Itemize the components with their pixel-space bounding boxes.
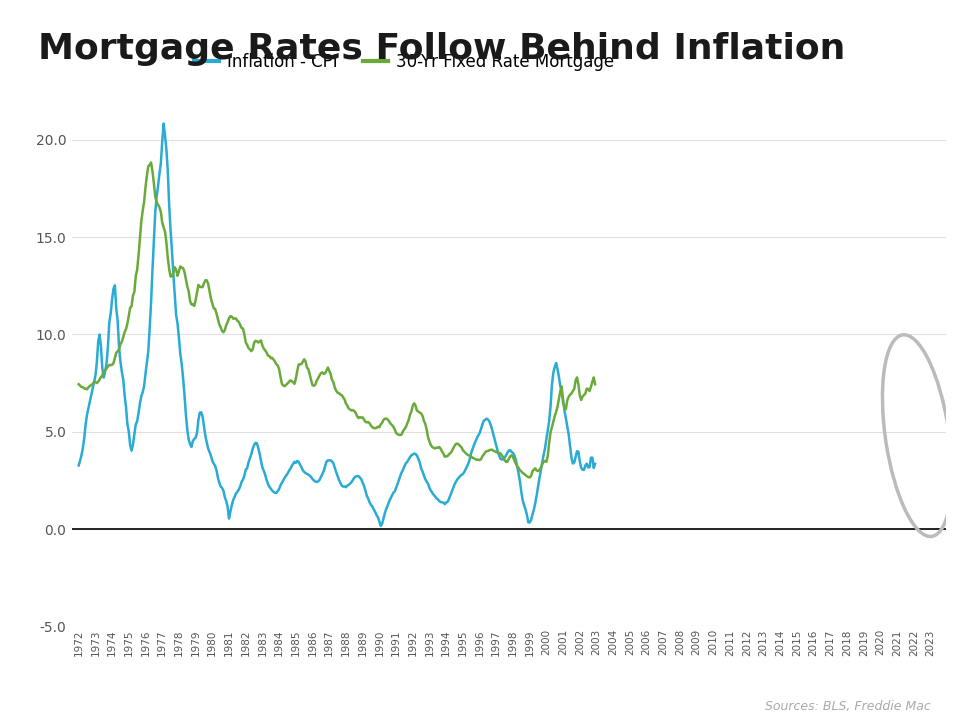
30-Yr Fixed Rate Mortgage: [524, 473, 536, 482]
30-Yr Fixed Rate Mortgage: [159, 227, 171, 235]
Inflation - CPI: [159, 131, 171, 140]
Inflation - CPI: [157, 120, 169, 128]
Inflation - CPI: [73, 461, 84, 469]
Inflation - CPI: [581, 459, 592, 468]
Inflation - CPI: [454, 472, 466, 480]
30-Yr Fixed Rate Mortgage: [73, 380, 84, 389]
30-Yr Fixed Rate Mortgage: [453, 440, 465, 449]
30-Yr Fixed Rate Mortgage: [581, 384, 592, 393]
Inflation - CPI: [138, 382, 150, 390]
30-Yr Fixed Rate Mortgage: [249, 338, 260, 347]
30-Yr Fixed Rate Mortgage: [337, 393, 348, 402]
Text: Sources: BLS, Freddie Mac: Sources: BLS, Freddie Mac: [765, 700, 931, 713]
Line: Inflation - CPI: Inflation - CPI: [79, 124, 595, 526]
30-Yr Fixed Rate Mortgage: [589, 380, 601, 389]
Inflation - CPI: [375, 521, 387, 530]
Inflation - CPI: [337, 482, 348, 491]
Line: 30-Yr Fixed Rate Mortgage: 30-Yr Fixed Rate Mortgage: [79, 163, 595, 477]
Legend: Inflation - CPI, 30-Yr Fixed Rate Mortgage: Inflation - CPI, 30-Yr Fixed Rate Mortga…: [187, 46, 621, 77]
Inflation - CPI: [249, 441, 260, 449]
30-Yr Fixed Rate Mortgage: [145, 158, 156, 167]
30-Yr Fixed Rate Mortgage: [138, 197, 150, 206]
Text: Mortgage Rates Follow Behind Inflation: Mortgage Rates Follow Behind Inflation: [38, 32, 846, 66]
Inflation - CPI: [589, 459, 601, 468]
